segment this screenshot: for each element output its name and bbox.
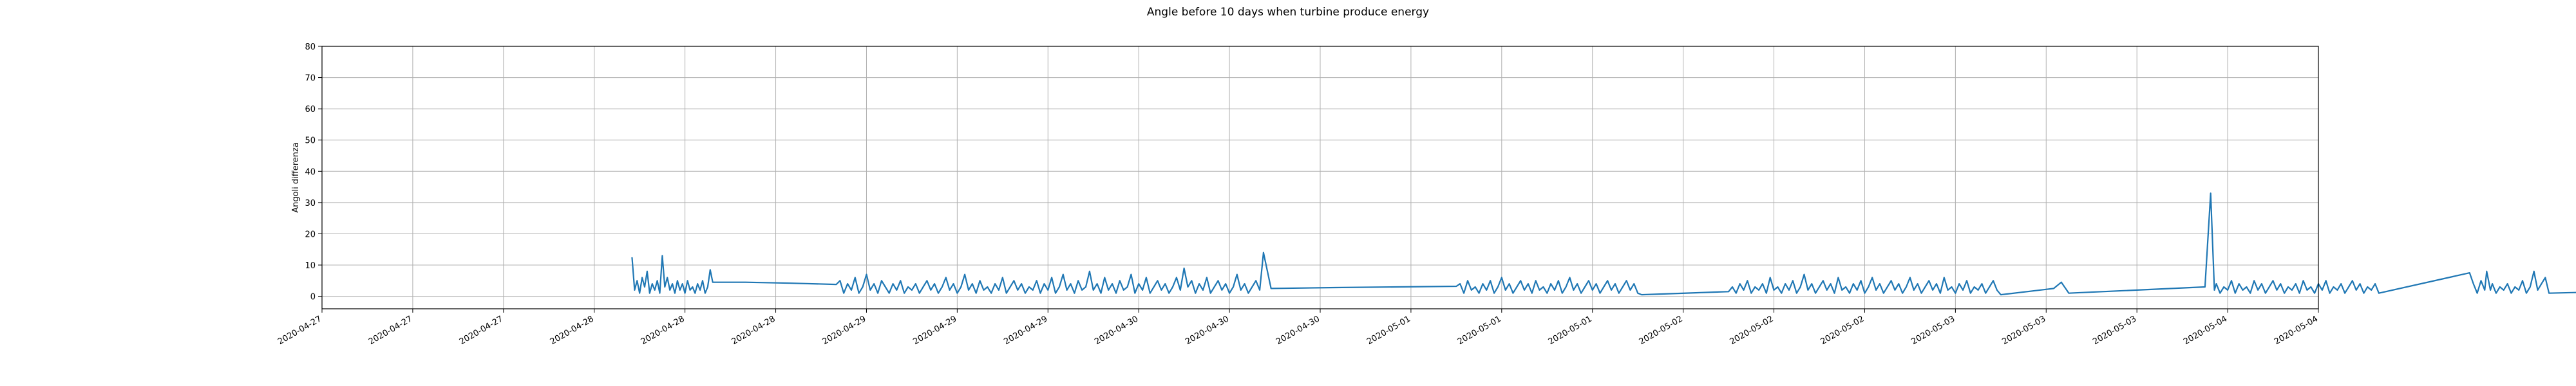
grid [321, 46, 2319, 309]
y-tick-label: 0 [310, 293, 316, 302]
x-tick-label: 2020-05-01 [1456, 314, 1503, 347]
x-tick-label: 2020-05-03 [2091, 314, 2138, 347]
y-tick-label: 20 [305, 230, 316, 239]
y-tick-label: 60 [305, 105, 316, 115]
y-tick-label: 40 [305, 167, 316, 177]
x-tick-label: 2020-05-02 [1819, 314, 1866, 347]
x-tick-label: 2020-05-02 [1638, 314, 1685, 347]
x-tick-label: 2020-05-01 [1547, 314, 1594, 347]
y-tick-label: 80 [305, 42, 316, 52]
x-tick-label: 2020-05-01 [1365, 314, 1412, 347]
x-tick-label: 2020-05-04 [2182, 314, 2229, 347]
x-tick-label: 2020-04-27 [458, 314, 505, 347]
x-tick-label: 2020-04-28 [730, 314, 777, 347]
x-tick-label: 2020-04-30 [1093, 314, 1140, 347]
y-axis-label: Angoli differenza [291, 142, 301, 213]
x-tick-label: 2020-04-30 [1184, 314, 1231, 347]
series-layer [631, 192, 2576, 296]
x-tick-label: 2020-04-28 [639, 314, 687, 347]
x-axis: 2020-04-27 2020-04-27 2020-04-27 2020-04-28… [276, 309, 2320, 347]
y-tick-label: 30 [305, 199, 316, 208]
series-line-0 [631, 192, 2576, 296]
x-tick-label: 2020-04-29 [821, 314, 868, 347]
x-tick-label: 2020-05-04 [2273, 314, 2320, 347]
x-tick-label: 2020-05-02 [1728, 314, 1776, 347]
x-tick-label: 2020-04-29 [911, 314, 958, 347]
y-tick-label: 70 [305, 74, 316, 84]
y-tick-label: 50 [305, 136, 316, 146]
x-tick-label: 2020-04-29 [1002, 314, 1049, 347]
chart-title: Angle before 10 days when turbine produc… [1147, 6, 1429, 19]
x-tick-label: 2020-04-30 [1274, 314, 1321, 347]
x-tick-label: 2020-05-03 [2000, 314, 2047, 347]
y-tick-label: 10 [305, 261, 316, 271]
x-tick-label: 2020-04-28 [549, 314, 596, 347]
x-tick-label: 2020-04-27 [276, 314, 323, 347]
x-tick-label: 2020-04-27 [367, 314, 414, 347]
x-tick-label: 2020-05-03 [1909, 314, 1956, 347]
y-axis: 0 10 20 30 40 50 60 70 80 [305, 42, 322, 302]
